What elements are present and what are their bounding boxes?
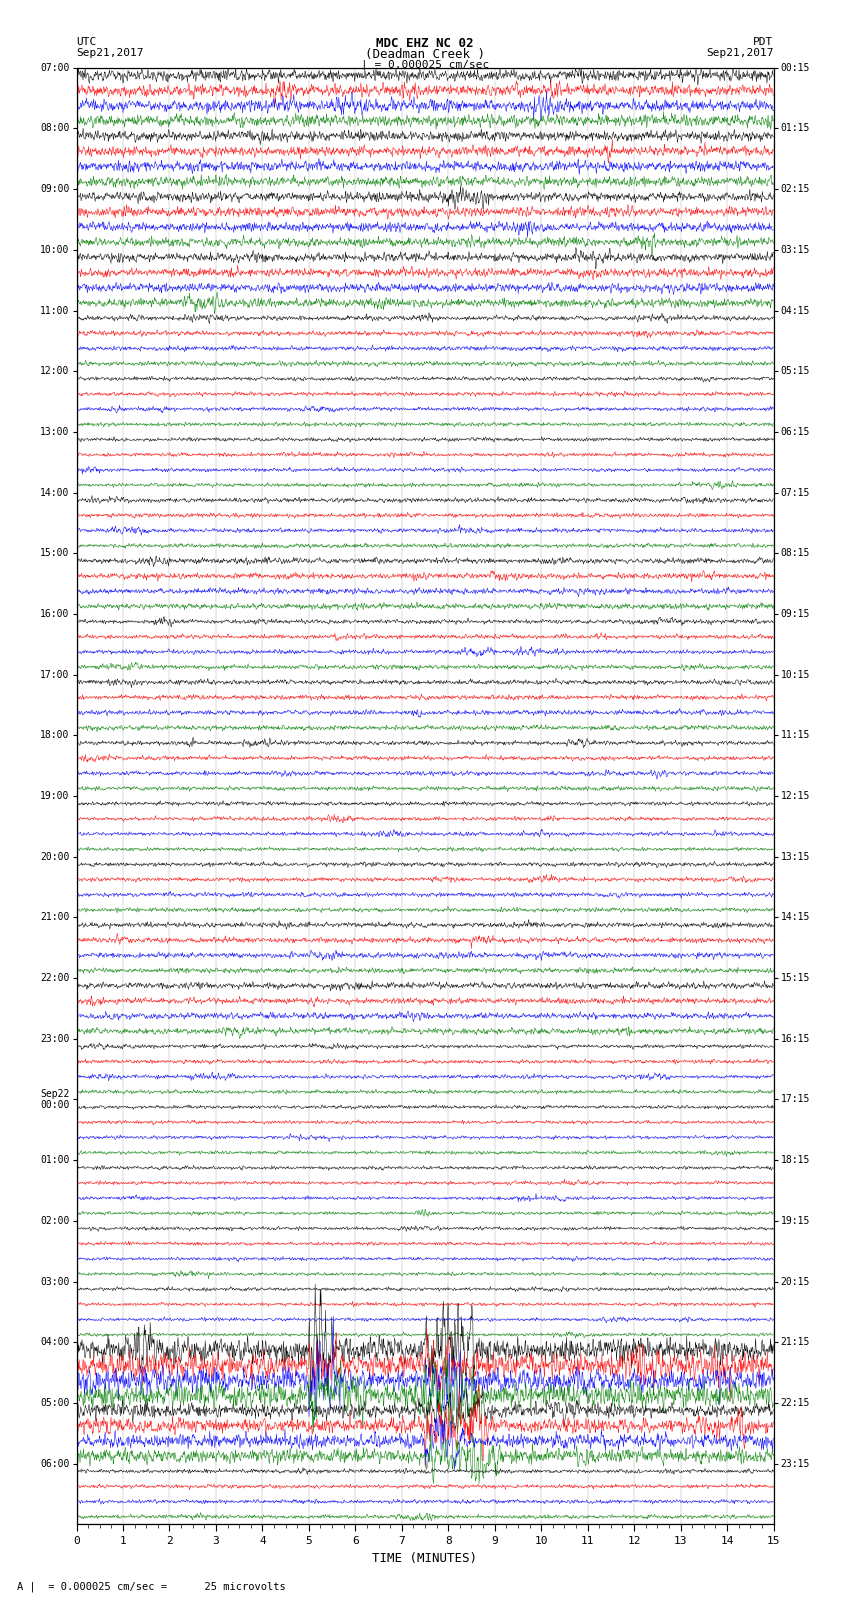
Text: Sep21,2017: Sep21,2017 bbox=[76, 48, 144, 58]
Text: Sep21,2017: Sep21,2017 bbox=[706, 48, 774, 58]
Text: (Deadman Creek ): (Deadman Creek ) bbox=[365, 48, 485, 61]
Text: UTC: UTC bbox=[76, 37, 97, 47]
X-axis label: TIME (MINUTES): TIME (MINUTES) bbox=[372, 1552, 478, 1565]
Text: PDT: PDT bbox=[753, 37, 774, 47]
Text: MDC EHZ NC 02: MDC EHZ NC 02 bbox=[377, 37, 473, 50]
Text: A |  = 0.000025 cm/sec =      25 microvolts: A | = 0.000025 cm/sec = 25 microvolts bbox=[17, 1581, 286, 1592]
Text: | = 0.000025 cm/sec: | = 0.000025 cm/sec bbox=[361, 60, 489, 71]
